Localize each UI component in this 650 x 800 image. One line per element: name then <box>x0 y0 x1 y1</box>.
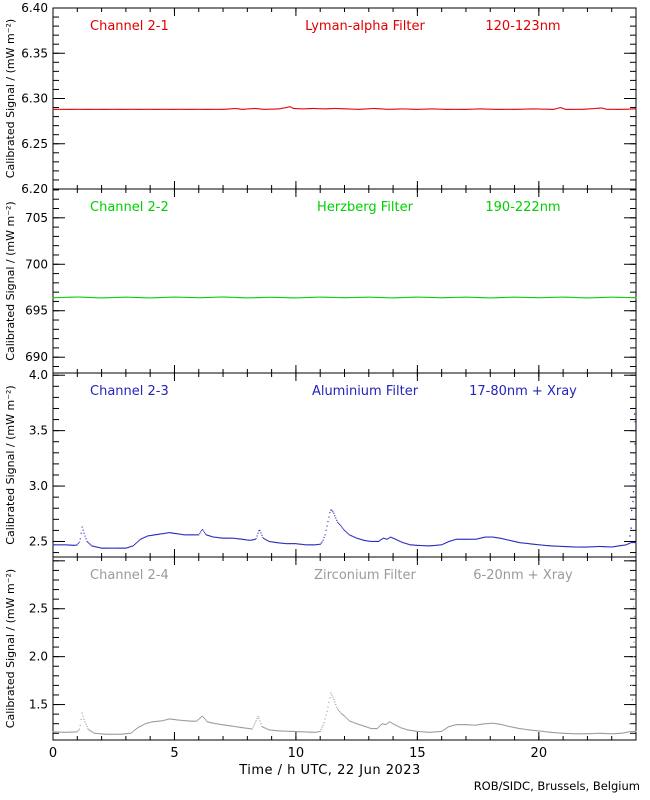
x-tick-label: 20 <box>531 746 548 761</box>
end-scatter-dots <box>629 585 636 725</box>
y-tick-label: 1.5 <box>29 698 48 712</box>
x-tick-label: 10 <box>288 746 305 761</box>
credit-text: ROB/SIDC, Brussels, Belgium <box>473 779 640 793</box>
y-axis-label: Calibrated Signal / (mW m⁻²) <box>4 569 17 728</box>
y-tick-label: 6.35 <box>21 46 48 60</box>
y-tick-label: 695 <box>25 304 48 318</box>
y-tick-label: 6.20 <box>21 182 48 196</box>
y-tick-label: 4.0 <box>29 368 48 382</box>
x-tick-label: 15 <box>409 746 426 761</box>
end-scatter-dots <box>629 413 636 537</box>
y-tick-label: 700 <box>25 257 48 271</box>
channel-label: Channel 2-4 <box>90 568 169 583</box>
y-axis-label: Calibrated Signal / (mW m⁻²) <box>4 201 17 360</box>
y-tick-label: 2.5 <box>29 534 48 548</box>
channel-label: Channel 2-2 <box>90 200 169 215</box>
y-tick-label: 6.30 <box>21 92 48 106</box>
y-tick-label: 3.0 <box>29 479 48 493</box>
series-dots <box>52 106 637 110</box>
panel-frame <box>52 188 637 374</box>
band-label: 190-222nm <box>485 200 560 215</box>
band-label: 17-80nm + Xray <box>469 384 577 399</box>
panel-channel-2-1: 6.20 6.25 6.30 6.35 6.40 Channel 2-1 Lyman-alp… <box>4 1 637 196</box>
filter-label: Herzberg Filter <box>317 200 414 215</box>
panel-channel-2-2: 690 695 700 705 Channel 2-2 Herzberg Filter 19… <box>4 188 637 374</box>
y-tick-label: 3.5 <box>29 424 48 438</box>
y-axis-label: Calibrated Signal / (mW m⁻²) <box>4 19 17 178</box>
series-dots <box>52 692 637 735</box>
panel-channel-2-4: 1.5 2.0 2.5 0 5 10 15 20 Channel 2-4 Zirconium Fi… <box>4 556 637 761</box>
x-tick-label: 0 <box>49 746 57 761</box>
series-dots <box>52 296 637 299</box>
y-tick-label: 705 <box>25 211 48 225</box>
channel-label: Channel 2-3 <box>90 384 169 399</box>
band-label: 6-20nm + Xray <box>473 568 573 583</box>
y-tick-label: 6.25 <box>21 137 48 151</box>
panel-frame <box>52 7 637 190</box>
x-tick-label: 5 <box>170 746 178 761</box>
series-dots <box>52 509 637 549</box>
y-axis-label: Calibrated Signal / (mW m⁻²) <box>4 385 17 544</box>
panel-frame <box>52 556 637 741</box>
filter-label: Aluminium Filter <box>312 384 419 399</box>
y-tick-label: 690 <box>25 350 48 364</box>
y-tick-label: 2.0 <box>29 650 48 664</box>
filter-label: Lyman-alpha Filter <box>305 19 425 34</box>
y-tick-label: 2.5 <box>29 602 48 616</box>
panel-channel-2-3: 2.5 3.0 3.5 4.0 Channel 2-3 Aluminium Filter 1… <box>4 368 637 558</box>
x-axis-title: Time / h UTC, 22 Jun 2023 <box>239 763 421 778</box>
y-tick-label: 6.40 <box>21 1 48 15</box>
filter-label: Zirconium Filter <box>314 568 416 583</box>
panel-frame <box>52 372 637 558</box>
band-label: 120-123nm <box>485 19 560 34</box>
channel-label: Channel 2-1 <box>90 19 169 34</box>
